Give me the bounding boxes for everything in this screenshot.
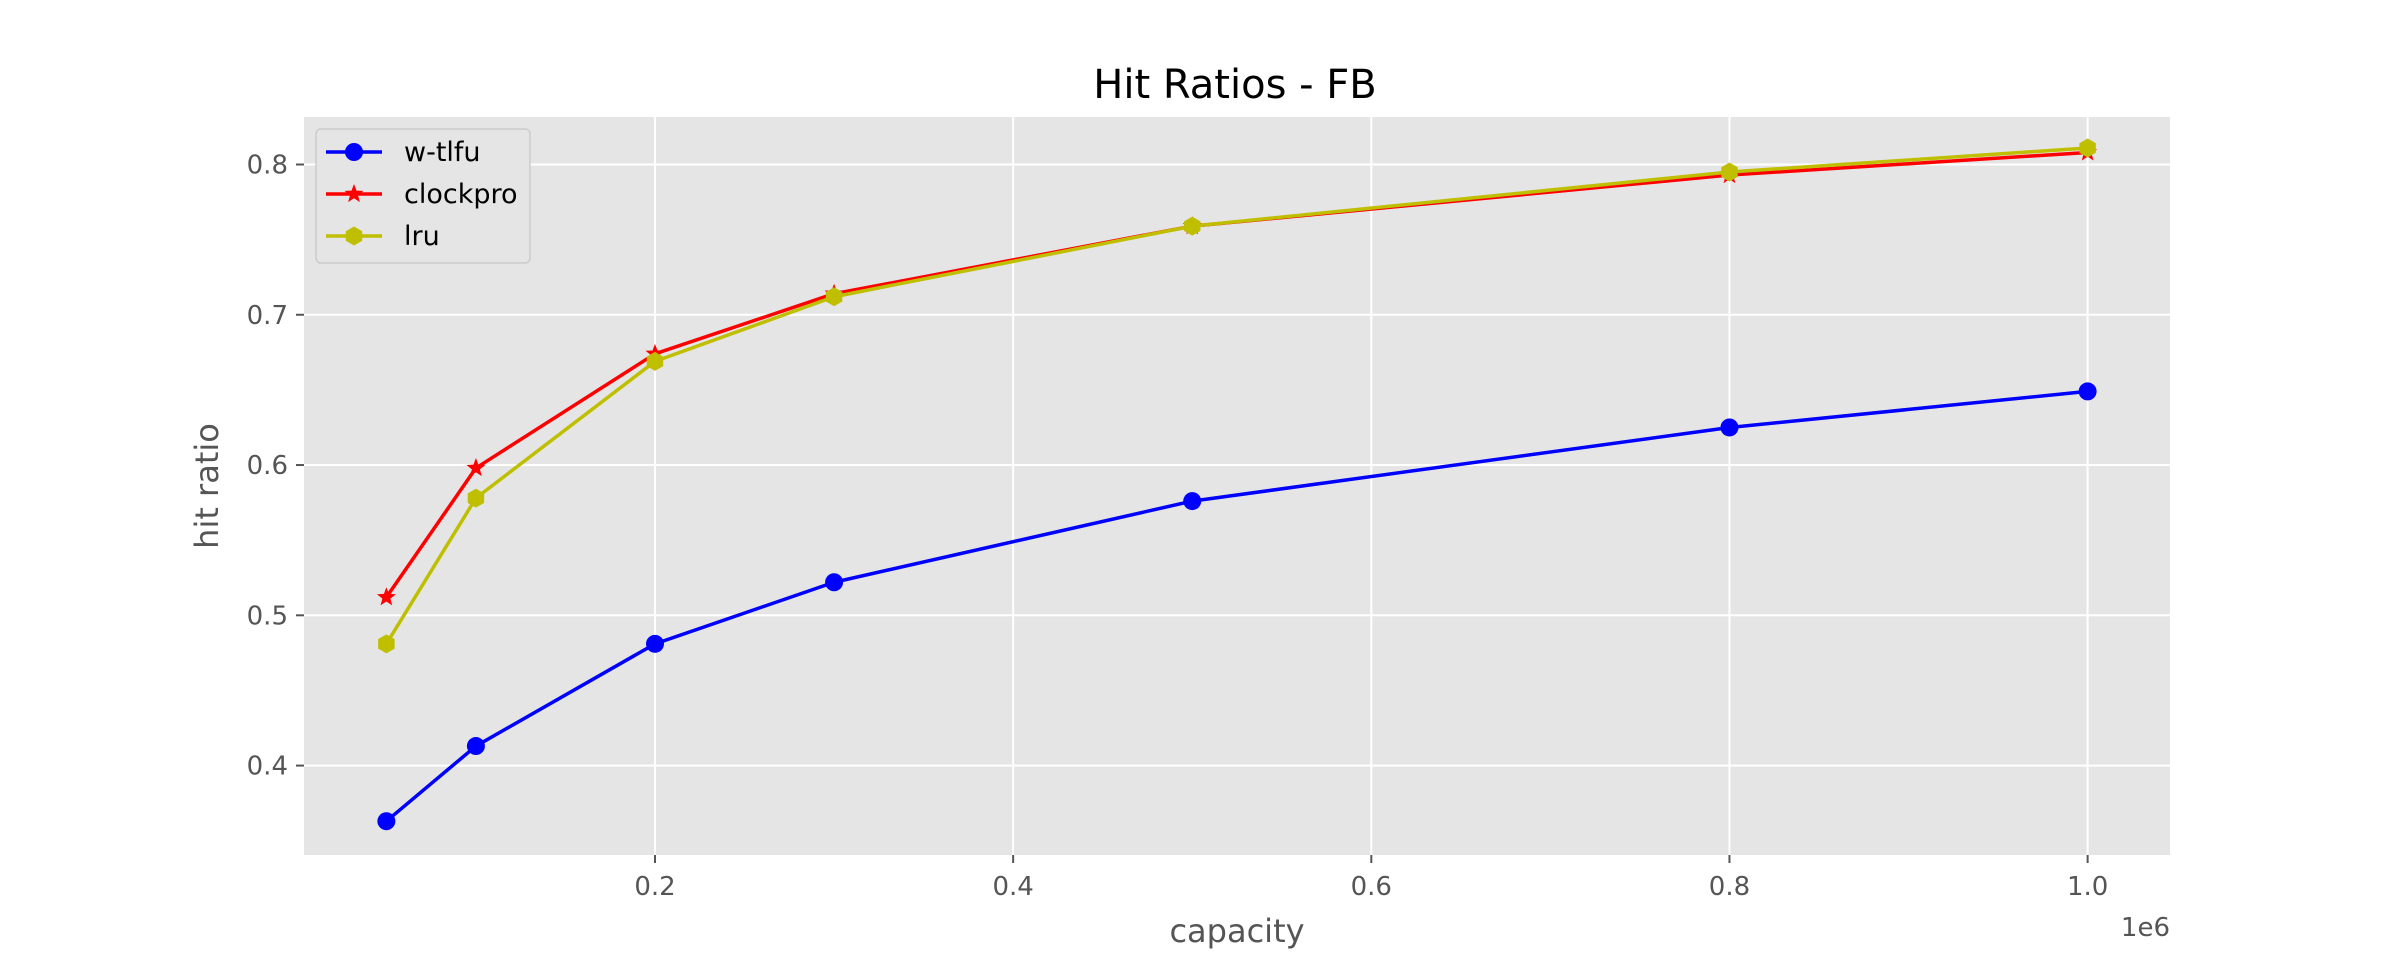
legend-marker	[345, 143, 363, 161]
y-tick-label: 0.7	[247, 301, 288, 331]
legend-entry-w-tlfu: w-tlfu	[326, 137, 481, 168]
y-tick-label: 0.5	[247, 601, 288, 631]
data-point-w-tlfu	[2078, 382, 2097, 401]
x-tick-label: 0.4	[992, 872, 1033, 902]
y-axis-label: hit ratio	[188, 423, 226, 549]
chart-title: Hit Ratios - FB	[1093, 62, 1376, 108]
data-point-w-tlfu	[1720, 418, 1739, 437]
legend-entry-clockpro: clockpro	[326, 179, 518, 210]
data-point-w-tlfu	[377, 812, 396, 831]
legend-label: lru	[404, 221, 440, 252]
plot-area	[304, 117, 2170, 855]
legend: w-tlfu clockpro lru	[315, 128, 531, 264]
x-axis-ticks: 0.2 0.4 0.6 0.8 1.0	[634, 855, 2108, 902]
legend-label: w-tlfu	[404, 137, 481, 168]
x-tick-label: 0.8	[1709, 872, 1750, 902]
data-point-lru	[2079, 138, 2096, 158]
y-tick-label: 0.8	[247, 150, 288, 180]
x-tick-label: 1.0	[2067, 872, 2108, 902]
legend-frame	[315, 128, 531, 264]
legend-marker	[344, 184, 364, 203]
legend-marker	[345, 226, 363, 246]
series-w-tlfu	[377, 382, 2097, 831]
data-point-w-tlfu	[645, 634, 664, 653]
data-point-clockpro	[466, 458, 486, 477]
series-group	[376, 138, 2098, 831]
legend-label: clockpro	[404, 179, 518, 210]
x-tick-label: 0.6	[1351, 872, 1392, 902]
data-point-w-tlfu	[466, 737, 485, 756]
data-point-clockpro	[376, 587, 396, 606]
x-offset-label: 1e6	[2121, 913, 2170, 943]
data-point-lru	[1184, 216, 1201, 236]
data-point-w-tlfu	[825, 573, 844, 592]
x-axis-label: capacity	[1169, 912, 1304, 950]
y-tick-label: 0.4	[247, 752, 288, 782]
data-point-lru	[1721, 162, 1738, 182]
y-axis-ticks: 0.4 0.5 0.6 0.7 0.8	[247, 150, 304, 782]
y-tick-label: 0.6	[247, 451, 288, 481]
data-point-lru	[646, 351, 664, 371]
series-lru	[378, 138, 2096, 654]
legend-entry-lru: lru	[326, 221, 440, 252]
data-point-w-tlfu	[1183, 492, 1202, 511]
data-point-lru	[467, 488, 485, 508]
x-tick-label: 0.2	[634, 872, 675, 902]
data-point-lru	[378, 634, 395, 654]
data-point-lru	[825, 287, 843, 307]
